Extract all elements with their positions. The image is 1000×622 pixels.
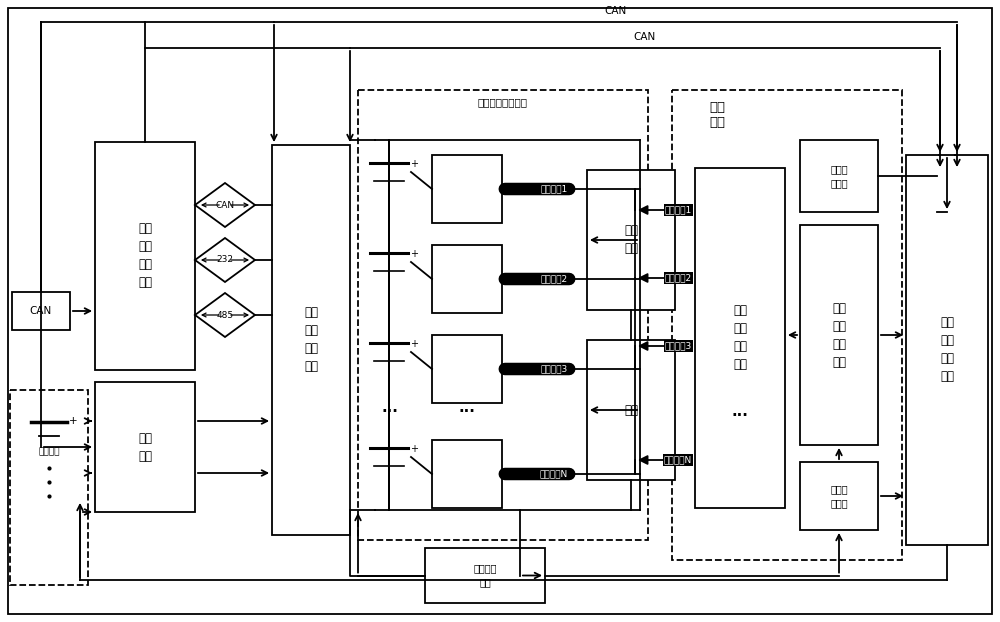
Text: +: + [410, 249, 418, 259]
Text: CAN: CAN [604, 6, 627, 16]
Text: +: + [410, 159, 418, 169]
Text: 互补脉冲1: 互补脉冲1 [665, 205, 692, 215]
Text: 互补脉冲3: 互补脉冲3 [665, 341, 692, 351]
Text: 互补脉冲N: 互补脉冲N [664, 455, 692, 465]
Text: 单体
电池
充电
模块: 单体 电池 充电 模块 [304, 307, 318, 373]
Text: +: + [410, 339, 418, 349]
Text: ···: ··· [732, 407, 748, 422]
Bar [432, 440, 502, 508]
Bar [432, 155, 502, 223]
Text: 电池
故障
处理
模块: 电池 故障 处理 模块 [940, 317, 954, 384]
Bar [10, 390, 88, 585]
Text: 切换
模块: 切换 模块 [138, 432, 152, 463]
Text: 互补脉冲3: 互补脉冲3 [541, 364, 568, 373]
Bar [432, 335, 502, 403]
Text: ···: ··· [382, 404, 398, 419]
Text: 驱动
信号
发生
模块: 驱动 信号 发生 模块 [832, 302, 846, 368]
Text: 单体
电池
管理
模块: 单体 电池 管理 模块 [138, 223, 152, 289]
Bar [695, 168, 785, 508]
Bar [272, 145, 350, 535]
Bar [95, 382, 195, 512]
Text: 电能变换拓扑电路: 电能变换拓扑电路 [478, 97, 528, 107]
Text: 负载: 负载 [624, 404, 638, 417]
Text: 波形调
制模块: 波形调 制模块 [830, 484, 848, 508]
Text: 485: 485 [216, 310, 234, 320]
Text: 驱动
信号
隔离
模块: 驱动 信号 隔离 模块 [733, 305, 747, 371]
Text: 互补脉冲1: 互补脉冲1 [541, 185, 568, 193]
Bar [587, 170, 675, 310]
Text: 备用电池: 备用电池 [38, 447, 60, 457]
Text: 滤波
电路: 滤波 电路 [624, 225, 638, 256]
Bar [587, 340, 675, 480]
Text: 控制
单元: 控制 单元 [709, 101, 725, 129]
Text: 互补脉冲N: 互补脉冲N [540, 470, 568, 478]
Bar [800, 225, 878, 445]
Bar [12, 292, 70, 330]
Text: 互补脉冲2: 互补脉冲2 [541, 274, 568, 284]
Bar [358, 90, 648, 540]
Text: 互补脉冲2: 互补脉冲2 [665, 274, 692, 282]
Text: CAN: CAN [30, 306, 52, 316]
Text: 状态开
关模块: 状态开 关模块 [830, 164, 848, 188]
Text: +: + [410, 444, 418, 454]
Bar [425, 548, 545, 603]
Bar [672, 90, 902, 560]
Bar [95, 142, 195, 370]
Text: ···: ··· [459, 404, 475, 419]
Text: 232: 232 [216, 256, 234, 264]
Text: CAN: CAN [634, 32, 656, 42]
Text: +: + [69, 416, 78, 426]
Text: 波形反馈
模块: 波形反馈 模块 [473, 564, 497, 588]
Bar [906, 155, 988, 545]
Bar [432, 245, 502, 313]
Bar [800, 462, 878, 530]
Bar [800, 140, 878, 212]
Text: CAN: CAN [215, 200, 235, 210]
